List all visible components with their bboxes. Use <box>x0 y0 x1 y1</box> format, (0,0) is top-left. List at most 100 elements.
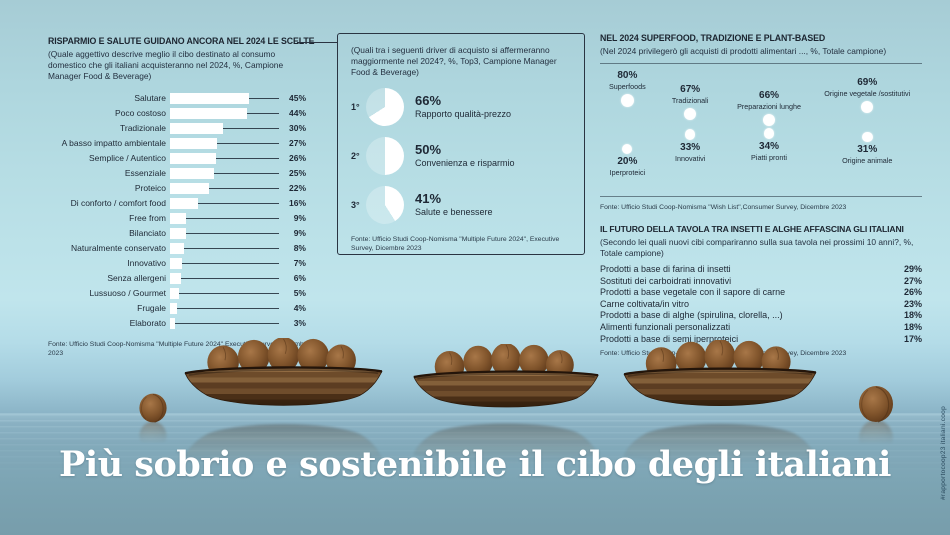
divider-line <box>600 195 922 197</box>
driver-text: 41% Salute e benessere <box>415 191 493 217</box>
future-food-value: 27% <box>903 275 922 286</box>
bar <box>170 257 183 269</box>
future-food-label: Prodotti a base di alghe (spirulina, clo… <box>600 310 783 321</box>
mid-panel-source: Fonte: Ufficio Studi Coop-Nomisma "Multi… <box>351 235 560 252</box>
driver-rank: 3° <box>351 199 360 210</box>
floating-walnut-illustration <box>137 392 169 424</box>
bar-row: Tradizionale 30% <box>48 121 306 136</box>
stat-label: Innovativi <box>674 153 706 163</box>
left-panel-title: RISPARMIO E SALUTE GUIDANO ANCORA NEL 20… <box>48 36 315 46</box>
divider-line <box>600 62 922 64</box>
main-headline: Più sobrio e sostenibile il cibo degli i… <box>59 444 891 485</box>
bar-label: Semplice / Autentico <box>88 153 166 164</box>
bar-row: Proteico 22% <box>48 181 306 196</box>
bar-connector <box>215 157 279 159</box>
bar-row: Bilanciato 9% <box>48 226 306 241</box>
bar-label: Frugale <box>137 303 166 314</box>
future-food-label: Prodotti a base di farina di insetti <box>600 263 731 274</box>
bar-connector <box>248 97 279 99</box>
driver-pie-chart <box>366 136 404 175</box>
future-food-value: 18% <box>903 310 922 321</box>
future-food-label: Prodotti a base vegetale con il sapore d… <box>600 287 786 298</box>
bar-connector <box>180 277 279 279</box>
bar-value: 9% <box>293 213 306 224</box>
drivers-list: 1° 66% Rapporto qualità-prezzo 2° 50% Conveni… <box>351 87 571 224</box>
bar-value: 7% <box>293 258 306 269</box>
stat-label: Origine vegetale /sostitutivi <box>824 88 911 98</box>
driver-value: 41% <box>415 191 442 207</box>
bar-row: Salutare 45% <box>48 91 306 106</box>
future-food-value: 17% <box>903 333 922 344</box>
stat-label: Superfoods <box>608 81 646 91</box>
left-panel-source: Fonte: Ufficio Studi Coop-Nomisma "Multi… <box>48 340 310 357</box>
bar-label: Proteico <box>134 183 166 194</box>
bar-label: Lussuoso / Gourmet <box>89 288 166 299</box>
bar-value: 22% <box>288 183 306 194</box>
stat-dot <box>683 107 697 121</box>
future-food-row: Sostituti dei carboidrati innovativi 27% <box>600 276 922 288</box>
driver-label: Rapporto qualità-prezzo <box>415 109 512 120</box>
bar-label: Di conforto / comfort food <box>70 198 166 209</box>
future-food-row: Prodotti a base di farina di insetti 29% <box>600 264 922 276</box>
bar-connector <box>184 247 279 249</box>
stat-value: 69% <box>857 76 878 88</box>
bar <box>170 242 184 254</box>
stat-value: 34% <box>759 140 780 152</box>
bar-connector <box>185 232 279 234</box>
mid-panel-subtitle: (Quali tra i seguenti driver di acquisto… <box>351 45 557 77</box>
bar-row: Lussuoso / Gourmet 5% <box>48 286 306 301</box>
bar-label: Tradizionale <box>120 123 166 134</box>
superfood-source: Fonte: Ufficio Studi Coop-Nomisma "Wish … <box>600 203 847 211</box>
superfood-stat: 31% Origine animale <box>813 128 922 190</box>
future-food-value: 18% <box>903 321 922 332</box>
superfood-stat: 20% Iperproteici <box>600 128 655 190</box>
stat-value: 31% <box>857 144 878 156</box>
watermark-text: #rapportocoop23 italiani.coop <box>940 406 947 500</box>
superfood-title: NEL 2024 SUPERFOOD, TRADIZIONE E PLANT-B… <box>600 33 826 43</box>
stat-dot <box>620 93 634 107</box>
future-food-value: 23% <box>903 298 922 309</box>
superfood-panel: NEL 2024 SUPERFOOD, TRADIZIONE E PLANT-B… <box>600 33 922 358</box>
driver-rank: 1° <box>351 101 360 112</box>
driver-row: 3° 41% Salute e benessere <box>351 185 571 224</box>
stat-value: 66% <box>759 89 780 101</box>
bar-connector <box>178 292 279 294</box>
stat-value: 67% <box>680 83 701 95</box>
bar <box>170 92 249 104</box>
stat-dot <box>763 127 775 139</box>
bar-value: 3% <box>293 318 306 329</box>
bar-value: 45% <box>288 93 306 104</box>
bar-label: Salutare <box>134 93 166 104</box>
left-panel-subtitle: (Quale aggettivo descrive meglio il cibo… <box>48 49 284 81</box>
walnut-boat-illustration <box>410 344 602 417</box>
bar <box>170 197 198 209</box>
bar-value: 6% <box>293 273 306 284</box>
bar-row: Di conforto / comfort food 16% <box>48 196 306 211</box>
future-food-label: Alimenti funzionali personalizzati <box>600 321 731 332</box>
bar-row: Frugale 4% <box>48 301 306 316</box>
bar <box>170 182 209 194</box>
superfood-row-bottom: 20% Iperproteici 33% Innovativi 34% Piatti pr… <box>600 127 922 190</box>
bar-row: Essenziale 25% <box>48 166 306 181</box>
bar-connector <box>213 172 279 174</box>
future-food-label: Carne coltivata/in vitro <box>600 298 690 309</box>
future-food-row: Prodotti a base vegetale con il sapore d… <box>600 287 922 299</box>
superfood-stat: 33% Innovativi <box>655 128 726 190</box>
bar-label: Essenziale <box>124 168 166 179</box>
superfood-stat: 67% Tradizionali <box>655 70 726 128</box>
future-foods-title: IL FUTURO DELLA TAVOLA TRA INSETTI E ALG… <box>600 224 904 235</box>
bar <box>170 212 186 224</box>
bar-value: 27% <box>288 138 306 149</box>
driver-label: Convenienza e risparmio <box>415 158 515 169</box>
stat-label: Origine animale <box>842 156 893 166</box>
driver-pie-chart <box>366 87 404 126</box>
driver-row: 2° 50% Convenienza e risparmio <box>351 136 571 175</box>
superfood-subtitle: (Nel 2024 privilegerò gli acquisti di pr… <box>600 46 887 56</box>
bar-connector <box>222 127 279 129</box>
bar-label: Bilanciato <box>129 228 166 239</box>
walnut-boat-illustration <box>620 340 820 416</box>
stat-dot <box>861 131 873 143</box>
bar-value: 4% <box>293 303 306 314</box>
purchase-drivers-panel: (Quali tra i seguenti driver di acquisto… <box>337 33 585 255</box>
bar-connector <box>198 202 279 204</box>
